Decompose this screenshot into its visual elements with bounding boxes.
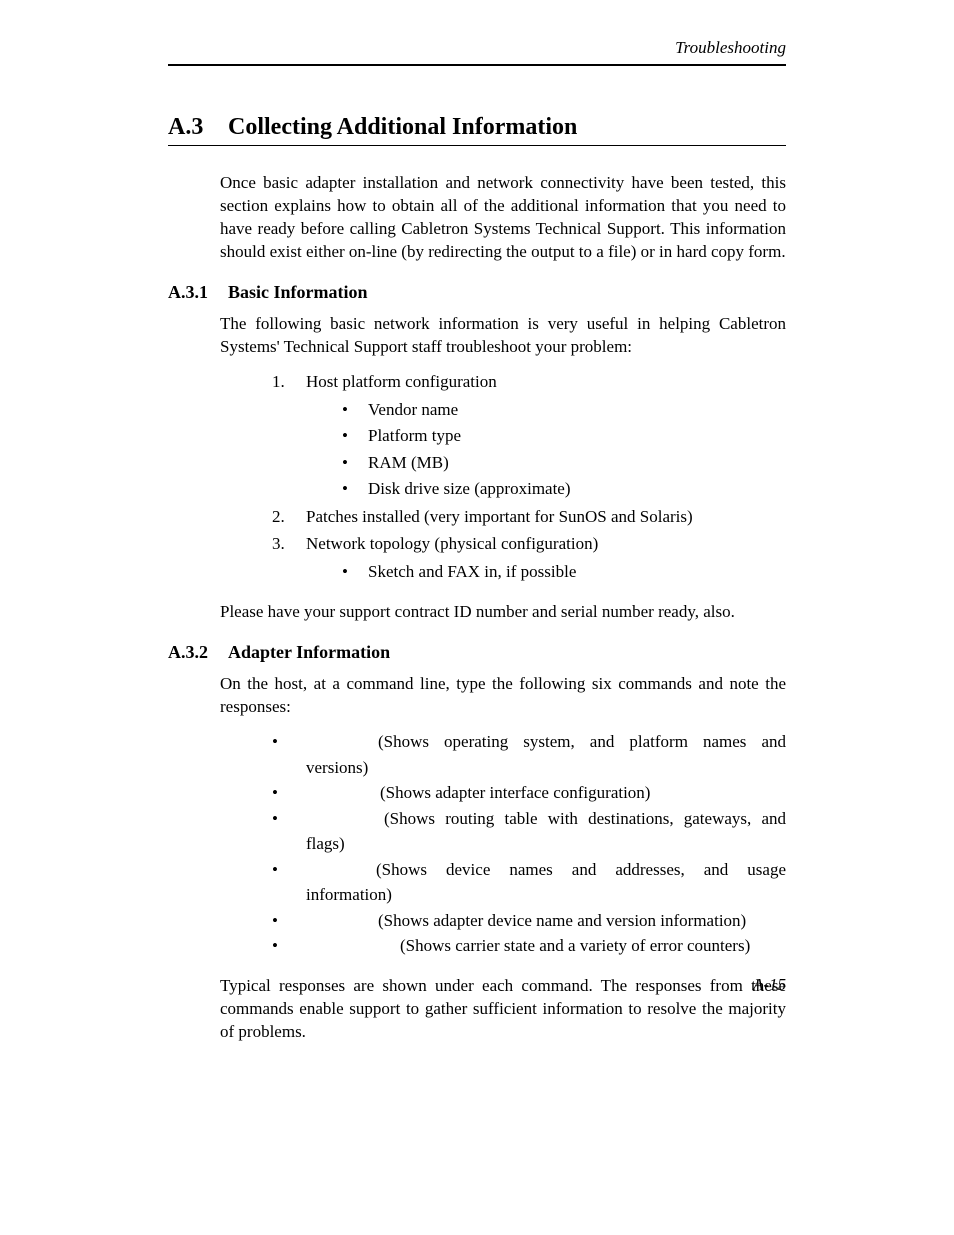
sub-list: Sketch and FAX in, if possible (342, 559, 786, 585)
command-list: •(Shows operating system, and platform n… (272, 729, 786, 959)
page: Troubleshooting A.3 Collecting Additiona… (0, 0, 954, 1235)
list-text: Patches installed (very important for Su… (306, 504, 786, 530)
list-item: •(Shows adapter interface configuration) (272, 780, 786, 806)
sub2-trail: Typical responses are shown under each c… (220, 975, 786, 1044)
page-number: A-15 (753, 975, 786, 995)
sub1-lead: The following basic network information … (220, 313, 786, 359)
cmd-desc: (Shows operating system, and platform na… (306, 732, 786, 777)
sub2-lead: On the host, at a command line, type the… (220, 673, 786, 719)
list-text: Network topology (physical configuration… (306, 534, 598, 553)
list-text: Host platform configuration (306, 372, 497, 391)
subsection-number: A.3.2 (168, 642, 228, 663)
list-item: 2. Patches installed (very important for… (272, 504, 786, 530)
sub-list: Vendor name Platform type RAM (MB) Disk … (342, 397, 786, 502)
list-item: •(Shows operating system, and platform n… (272, 729, 786, 780)
cmd-desc: (Shows adapter interface configuration) (380, 783, 650, 802)
section-number: A.3 (168, 114, 228, 141)
list-number: 2. (272, 504, 306, 530)
list-item: 3. Network topology (physical configurat… (272, 531, 786, 588)
subsection-title: Adapter Information (228, 642, 390, 663)
sub1-trail: Please have your support contract ID num… (220, 601, 786, 624)
list-item: Disk drive size (approximate) (342, 476, 786, 502)
list-item: •(Shows carrier state and a variety of e… (272, 933, 786, 959)
list-item: Platform type (342, 423, 786, 449)
cmd-desc: (Shows carrier state and a variety of er… (400, 936, 750, 955)
cmd-desc: (Shows device names and addresses, and u… (306, 860, 786, 905)
basic-info-list: 1. Host platform configuration Vendor na… (272, 369, 786, 588)
subsection-heading: A.3.1 Basic Information (168, 282, 786, 303)
section-title: Collecting Additional Information (228, 114, 577, 141)
list-number: 1. (272, 369, 306, 505)
running-head: Troubleshooting (168, 38, 786, 66)
list-item: RAM (MB) (342, 450, 786, 476)
list-item: •(Shows device names and addresses, and … (272, 857, 786, 908)
list-item: •(Shows adapter device name and version … (272, 908, 786, 934)
sub2-body: On the host, at a command line, type the… (220, 673, 786, 1043)
subsection-title: Basic Information (228, 282, 368, 303)
subsection-number: A.3.1 (168, 282, 228, 303)
sub1-body: The following basic network information … (220, 313, 786, 625)
section-body: Once basic adapter installation and netw… (220, 172, 786, 264)
list-item: Sketch and FAX in, if possible (342, 559, 786, 585)
section-heading: A.3 Collecting Additional Information (168, 114, 786, 146)
list-item: 1. Host platform configuration Vendor na… (272, 369, 786, 505)
section-intro: Once basic adapter installation and netw… (220, 172, 786, 264)
subsection-heading: A.3.2 Adapter Information (168, 642, 786, 663)
cmd-desc: (Shows adapter device name and version i… (378, 911, 746, 930)
cmd-desc: (Shows routing table with destinations, … (306, 809, 786, 854)
list-item: •(Shows routing table with destinations,… (272, 806, 786, 857)
list-item: Vendor name (342, 397, 786, 423)
list-number: 3. (272, 531, 306, 588)
